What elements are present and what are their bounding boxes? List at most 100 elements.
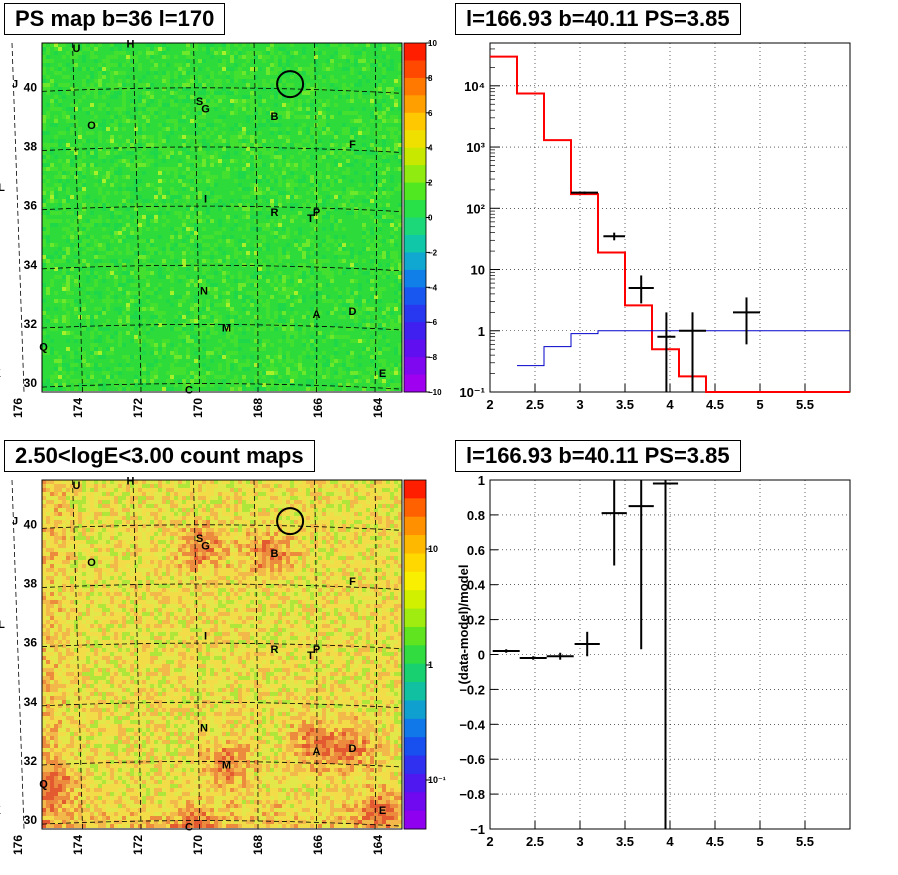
cnt-source-A: A [313, 746, 321, 758]
cnt-colorbar-band [404, 590, 426, 610]
residual-xtick-label: 3 [576, 834, 583, 849]
ps-colorbar-band [404, 322, 426, 341]
ps-colorbar-band [404, 357, 426, 376]
ps-parallel [41, 324, 403, 331]
ps-source-C: C [185, 384, 193, 396]
ps-xtick-label: 174 [71, 398, 85, 418]
cnt-colorbar-band [404, 571, 426, 591]
ps-colorbar-band [404, 217, 426, 236]
ps-source-T: T [307, 213, 314, 225]
ps-frame [41, 42, 403, 393]
cnt-colorbar-band [404, 718, 426, 738]
cnt-xtick-label: 174 [71, 835, 85, 855]
cnt-source-N: N [200, 722, 208, 734]
residual-ytick-label: 0.6 [467, 543, 485, 558]
spectrum-ytick-label: 1 [478, 324, 485, 339]
cnt-colorbar-band [404, 773, 426, 793]
ps-map: 30 32 34 36 38 40 176 174 172 170 168 166 164 U H J SG B O… [0, 38, 403, 418]
cnt-colorbar-band [404, 535, 426, 554]
ps-ytick-label: 32 [24, 317, 38, 331]
cnt-source-R: R [271, 644, 279, 656]
residual-xtick-label: 4.5 [706, 834, 724, 849]
cnt-source-C: C [185, 821, 193, 833]
ps-colorbar-label: −8 [428, 353, 438, 362]
ps-coord-grid [11, 42, 403, 393]
cnt-xtick-label: 176 [11, 835, 25, 855]
cnt-xtick-label: 172 [131, 835, 145, 855]
cnt-colorbar-band [404, 645, 426, 665]
ps-xtick-label: 164 [371, 398, 385, 418]
ps-colorbar-label: 0 [428, 214, 433, 223]
ps-colorbar-band [404, 43, 426, 61]
cnt-target-circle [276, 507, 305, 536]
ps-source-B: B [271, 111, 279, 123]
cnt-source-T: T [307, 650, 314, 662]
ps-colorbar-band [404, 182, 426, 201]
cnt-xtick-label: 170 [191, 835, 205, 855]
ps-colorbar-band [404, 165, 426, 184]
ps-colorbar-label: −10 [428, 388, 442, 397]
spectrum-model-step [490, 55, 850, 393]
ps-colorbar-band [404, 234, 426, 253]
ps-source-D: D [349, 306, 357, 318]
spectrum-xtick-label: 4 [666, 397, 674, 412]
ps-parallel [41, 383, 403, 390]
ps-source-A: A [313, 309, 321, 321]
residual-plot: 2 2.5 3 3.5 4 4.5 5 5.5 1 0.8 0.6 0.4 0.2 0 −0.2 −0.4 −0… [456, 473, 851, 849]
ps-parallel [41, 264, 403, 272]
cnt-xtick-label: 166 [311, 835, 325, 855]
spectrum-plot: 2 2.5 3 3.5 4 4.5 5 5.5 10⁻¹ 1 10 10² 10³ 10⁴ [459, 42, 851, 412]
cnt-colorbar: 10 1 10⁻¹ [403, 479, 446, 830]
ps-colorbar-band [404, 95, 426, 114]
spectrum-ytick-label: 10 [471, 263, 485, 278]
ps-colorbar-label: −6 [428, 318, 438, 327]
cnt-ytick-label: 38 [24, 577, 38, 591]
cnt-colorbar-band [404, 553, 426, 573]
spectrum-xtick-label: 2 [486, 397, 493, 412]
cnt-colorbar-label: 1 [428, 660, 433, 670]
ps-ytick-label: 36 [24, 199, 38, 213]
ps-colorbar-band [404, 252, 426, 271]
residual-xtick-label: 4 [666, 834, 674, 849]
spectrum-title: l=166.93 b=40.11 PS=3.85 [455, 3, 741, 35]
cnt-parallel [41, 642, 403, 650]
spectrum-xtick-label: 5 [756, 397, 763, 412]
cnt-meridian [11, 479, 25, 830]
ps-target-circle [276, 70, 305, 99]
count-map-title: 2.50<logE<3.00 count maps [4, 440, 315, 472]
ps-xtick-label: 172 [131, 398, 145, 418]
ps-colorbar-band [404, 147, 426, 166]
residual-ytick-label: −0.6 [459, 752, 485, 767]
cnt-xtick-label: 168 [251, 835, 265, 855]
ps-source-Q: Q [39, 342, 48, 354]
cnt-source-M: M [222, 759, 231, 771]
cnt-parallel [41, 524, 403, 531]
ps-colorbar-band [404, 77, 426, 96]
ps-parallel [41, 205, 403, 213]
cnt-source-J: J [12, 515, 18, 527]
spectrum-ytick-label: 10³ [466, 140, 485, 155]
ps-colorbar-band [404, 60, 426, 79]
cnt-colorbar-band [404, 626, 426, 646]
residual-xtick-label: 5 [756, 834, 763, 849]
cnt-source-O: O [87, 557, 96, 569]
ps-map-title: PS map b=36 l=170 [4, 3, 226, 35]
cnt-source-K: K [0, 805, 1, 817]
cnt-parallel [41, 583, 403, 590]
cnt-colorbar-band [404, 516, 426, 536]
ps-ytick-label: 30 [24, 376, 38, 390]
cnt-ytick-label: 30 [24, 813, 38, 827]
cnt-xtick-label: 164 [371, 835, 385, 855]
residual-ytick-label: −0.8 [459, 787, 485, 802]
ps-colorbar-label: 8 [428, 74, 433, 83]
spectrum-xtick-label: 5.5 [796, 397, 814, 412]
cnt-colorbar-band [404, 608, 426, 628]
ps-colorbar-band [404, 287, 426, 306]
cnt-colorbar-band [404, 682, 426, 701]
spectrum-frame [489, 42, 851, 393]
cnt-colorbar-band [404, 498, 426, 518]
ps-colorbar: 10 8 6 4 2 0 −2 −4 −6 −8 −10 [403, 39, 442, 397]
cnt-source-P: P [313, 644, 320, 656]
ps-source-J: J [12, 78, 18, 90]
cnt-colorbar-band [404, 700, 426, 720]
